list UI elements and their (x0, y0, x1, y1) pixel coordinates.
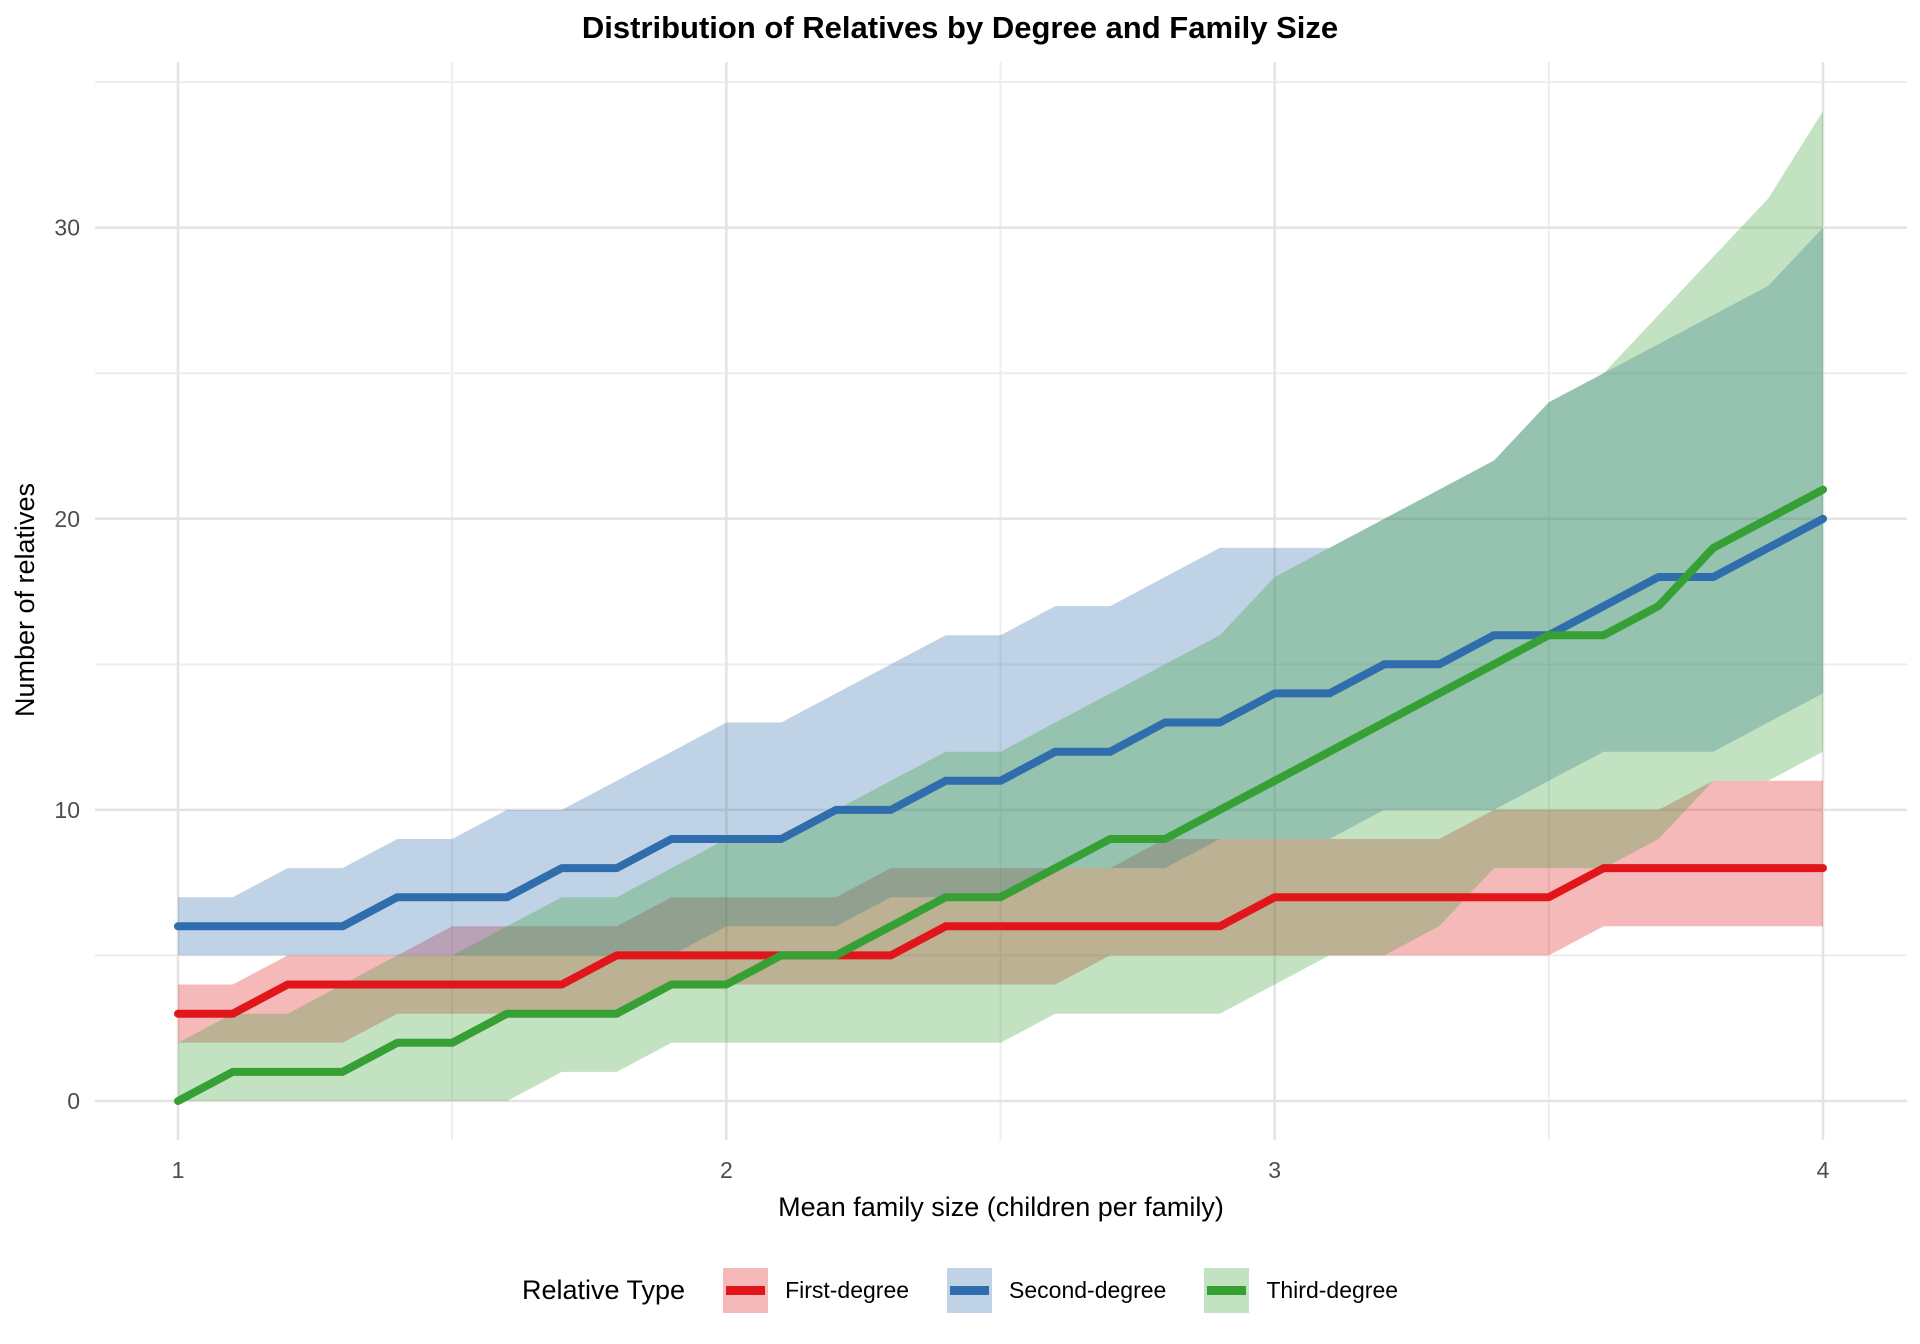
third-degree-key-line (1207, 1286, 1247, 1295)
first-degree-line (174, 864, 1827, 1018)
x-axis-title: Mean family size (children per family) (778, 1192, 1224, 1222)
legend-item-first-degree: First-degree (723, 1268, 909, 1313)
x-tick-label: 3 (1268, 1157, 1281, 1183)
x-tick-label: 2 (720, 1157, 733, 1183)
y-axis-title: Number of relatives (10, 483, 40, 717)
first-degree-label: First-degree (785, 1277, 910, 1303)
confidence-bands (178, 111, 1823, 1101)
first-degree-band (178, 780, 1823, 1043)
y-tick-label: 20 (54, 506, 80, 532)
chart-title: Distribution of Relatives by Degree and … (582, 10, 1338, 45)
third-degree-label: Third-degree (1266, 1277, 1399, 1303)
legend-item-second-degree: Second-degree (947, 1268, 1166, 1313)
x-axis-tick-labels: 1 2 3 4 (172, 1157, 1830, 1183)
y-tick-label: 0 (67, 1088, 80, 1114)
y-axis-tick-labels: 0 10 20 30 (54, 215, 80, 1114)
y-tick-label: 30 (54, 215, 80, 241)
legend-title: Relative Type (521, 1275, 686, 1305)
y-tick-label: 10 (54, 797, 80, 823)
minor-gridlines (95, 62, 1907, 1140)
second-degree-band (178, 227, 1823, 956)
x-tick-label: 4 (1817, 1157, 1830, 1183)
legend-item-third-degree: Third-degree (1204, 1268, 1398, 1313)
second-degree-swatch (947, 1268, 993, 1313)
median-lines (174, 485, 1827, 1105)
second-degree-key-line (950, 1286, 990, 1295)
third-degree-swatch (1204, 1268, 1250, 1313)
chart: 0 10 20 30 1 2 3 4 Distribution of Relatives b… (10, 10, 1907, 1222)
x-tick-label: 1 (172, 1157, 185, 1183)
legend: Relative Type First-degree Second-degree… (0, 1268, 1920, 1313)
third-degree-band (178, 111, 1823, 1101)
third-degree-line (174, 485, 1827, 1105)
second-degree-label: Second-degree (1009, 1277, 1167, 1303)
first-degree-swatch (723, 1268, 769, 1313)
major-gridlines (95, 62, 1907, 1140)
first-degree-key-line (726, 1286, 766, 1295)
